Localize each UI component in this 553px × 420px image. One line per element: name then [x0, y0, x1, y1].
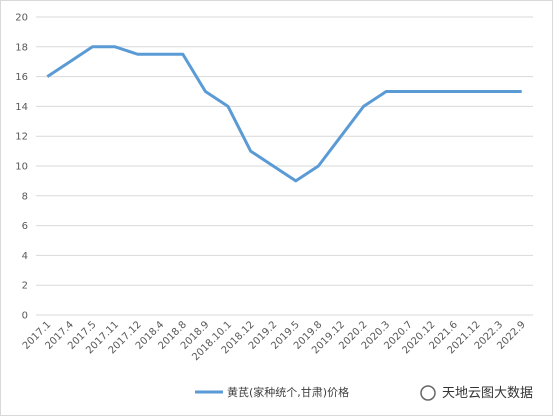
y-tick-label: 20: [15, 13, 28, 24]
y-tick-label: 14: [15, 102, 28, 113]
y-tick-label: 10: [15, 162, 28, 173]
line-series: [46, 45, 522, 183]
watermark-icon: [420, 385, 436, 401]
y-tick-label: 18: [15, 42, 28, 53]
legend-label: 黄芪(家种统个,甘肃)价格: [227, 385, 349, 399]
watermark: 天地云图大数据: [420, 385, 533, 401]
y-tick-label: 4: [22, 251, 28, 262]
y-tick-label: 6: [22, 221, 28, 232]
y-tick-label: 12: [15, 132, 28, 143]
watermark-text: 天地云图大数据: [442, 386, 533, 401]
y-tick-label: 16: [15, 72, 28, 83]
y-tick-label: 2: [22, 281, 28, 292]
y-tick-label: 0: [22, 311, 28, 322]
y-tick-label: 8: [22, 191, 28, 202]
